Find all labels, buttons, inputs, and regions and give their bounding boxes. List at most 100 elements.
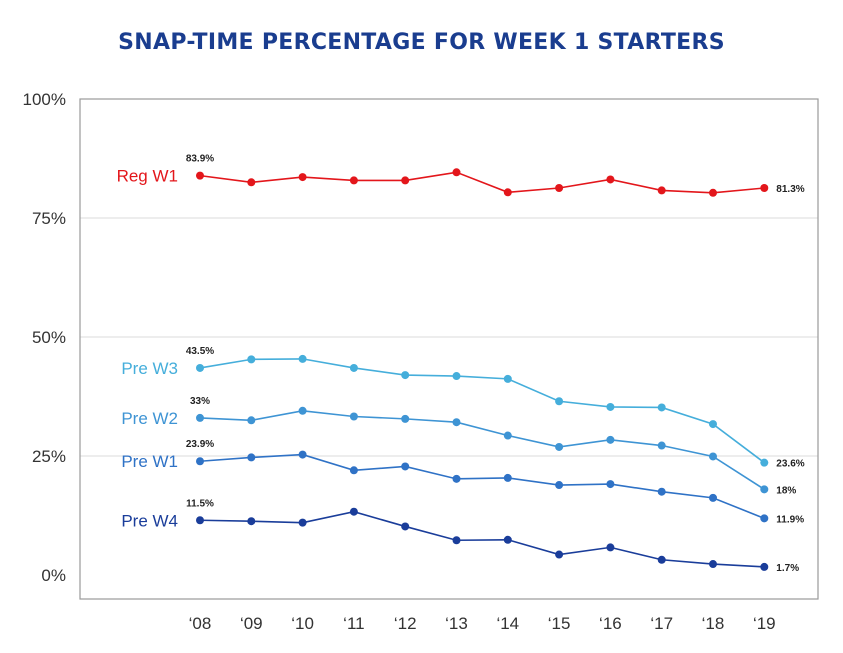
data-point: [709, 560, 717, 569]
series-pre-w3: Pre W3 43.5% 23.6%: [121, 346, 804, 470]
data-point: [401, 371, 410, 380]
data-point: [298, 173, 307, 182]
data-point: [606, 543, 615, 552]
x-tick-label: ‘10: [291, 614, 314, 633]
data-point: [349, 412, 358, 421]
data-point: [349, 507, 358, 516]
data-point: [606, 435, 615, 444]
data-point: [760, 562, 769, 571]
data-point: [657, 555, 666, 564]
data-point: [709, 452, 717, 461]
last-value-label: 18%: [776, 485, 796, 496]
first-value-label: 43.5%: [186, 346, 214, 357]
data-point: [503, 188, 512, 197]
data-point: [657, 441, 666, 450]
data-point: [452, 168, 461, 177]
plot-frame: [79, 98, 819, 600]
data-point: [709, 188, 717, 197]
first-value-label: 83.9%: [186, 154, 214, 165]
data-point: [555, 397, 564, 406]
last-value-label: 81.3%: [776, 184, 804, 195]
series-line: [199, 510, 765, 568]
data-point: [298, 354, 307, 363]
data-point: [657, 487, 666, 496]
series-name-label: Pre W4: [121, 511, 178, 530]
data-point: [760, 514, 769, 523]
data-point: [196, 413, 204, 422]
data-point: [196, 516, 204, 525]
x-tick-label: ‘19: [753, 614, 776, 633]
x-tick-label: ‘11: [343, 614, 364, 633]
y-tick-label: 0%: [41, 566, 66, 585]
data-point: [196, 363, 204, 372]
x-tick-label: ‘18: [702, 614, 725, 633]
x-tick-label: ‘16: [599, 614, 622, 633]
y-tick-label: 100%: [23, 90, 66, 109]
data-point: [709, 420, 717, 429]
series-name-label: Pre W2: [121, 409, 178, 428]
data-point: [709, 493, 717, 502]
data-point: [298, 450, 307, 459]
y-axis: 0% 25% 50% 75% 100%: [23, 90, 66, 585]
series-line: [199, 358, 765, 464]
x-axis: ‘08 ‘09 ‘10 ‘11 ‘12 ‘13 ‘14 ‘15 ‘16 ‘17 ‘18 ‘19: [189, 614, 776, 633]
series-line: [199, 409, 765, 490]
data-point: [760, 458, 769, 467]
y-tick-label: 50%: [32, 328, 66, 347]
data-point: [606, 402, 615, 411]
data-point: [555, 550, 564, 559]
data-point: [555, 184, 564, 193]
data-point: [349, 466, 358, 475]
data-point: [247, 416, 256, 425]
data-point: [760, 485, 769, 494]
series-layer: Reg W1 83.9% 81.3% Pre W3 43.5% 23.6% Pre W2 33…: [117, 154, 805, 574]
data-point: [452, 474, 461, 483]
last-value-label: 1.7%: [776, 563, 799, 574]
series-name-label: Reg W1: [117, 167, 178, 186]
data-point: [349, 176, 358, 185]
data-point: [247, 517, 256, 526]
data-point: [401, 522, 410, 531]
first-value-label: 23.9%: [186, 439, 214, 450]
series-name-label: Pre W1: [121, 452, 178, 471]
data-point: [298, 406, 307, 415]
data-point: [503, 535, 512, 544]
series-line: [199, 453, 765, 520]
x-tick-label: ‘14: [496, 614, 519, 633]
data-point: [606, 480, 615, 489]
x-tick-label: ‘13: [445, 614, 468, 633]
x-tick-label: ‘08: [189, 614, 212, 633]
data-point: [196, 457, 204, 466]
x-tick-label: ‘17: [650, 614, 673, 633]
data-point: [452, 418, 461, 427]
y-tick-label: 75%: [32, 209, 66, 228]
x-tick-label: ‘15: [548, 614, 571, 633]
series-pre-w4: Pre W4 11.5% 1.7%: [121, 498, 799, 574]
data-point: [247, 355, 256, 364]
data-point: [760, 184, 769, 193]
data-point: [196, 171, 204, 180]
data-point: [606, 175, 615, 184]
data-point: [657, 186, 666, 195]
data-point: [401, 176, 410, 185]
data-point: [452, 536, 461, 545]
data-point: [247, 453, 256, 462]
x-tick-label: ‘09: [240, 614, 263, 633]
series-pre-w2: Pre W2 33% 18%: [121, 396, 796, 496]
data-point: [349, 363, 358, 372]
data-point: [452, 372, 461, 381]
data-point: [657, 403, 666, 412]
data-point: [503, 473, 512, 482]
data-point: [401, 414, 410, 423]
last-value-label: 23.6%: [776, 459, 804, 470]
data-point: [298, 518, 307, 527]
data-point: [503, 374, 512, 383]
y-tick-label: 25%: [32, 447, 66, 466]
data-point: [555, 481, 564, 490]
series-reg-w1: Reg W1 83.9% 81.3%: [117, 154, 805, 197]
series-pre-w1: Pre W1 23.9% 11.9%: [121, 439, 804, 525]
data-point: [247, 178, 256, 187]
gridlines: [80, 217, 818, 457]
x-tick-label: ‘12: [394, 614, 417, 633]
